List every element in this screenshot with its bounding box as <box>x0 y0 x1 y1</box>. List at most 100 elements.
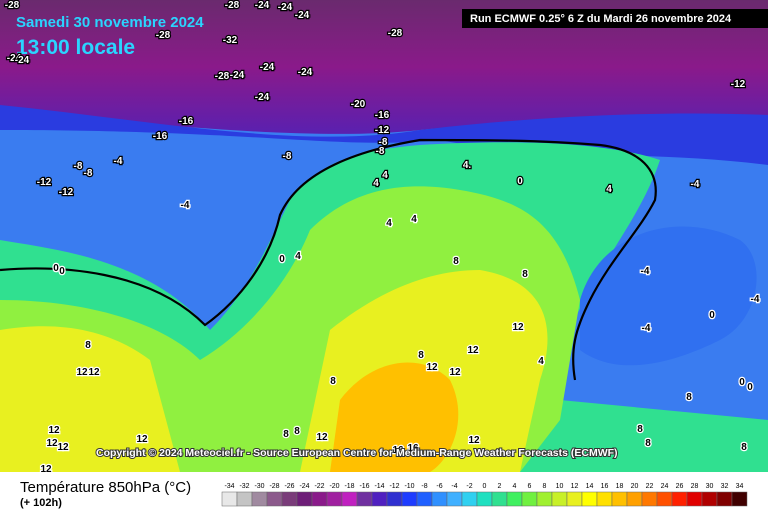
contour-label: -8 <box>74 161 83 172</box>
scale-tick-label: 34 <box>736 483 744 490</box>
contour-label: -24 <box>255 92 270 103</box>
contour-label: -8 <box>283 151 292 162</box>
color-swatch <box>476 491 493 507</box>
scale-tick-label: -6 <box>436 483 442 490</box>
scale-tick-label: -18 <box>344 483 354 490</box>
contour-label: 12 <box>46 438 58 449</box>
contour-label: 8 <box>330 376 336 387</box>
contour-label: 8 <box>85 340 91 351</box>
contour-label: 4 <box>295 251 301 262</box>
scale-tick-label: -20 <box>329 483 339 490</box>
color-swatch <box>566 491 583 507</box>
contour-label: -12 <box>375 125 390 136</box>
scale-tick-label: 8 <box>543 483 547 490</box>
contour-label: -16 <box>153 131 168 142</box>
scale-tick-label: -32 <box>239 483 249 490</box>
contour-label: -12 <box>37 177 52 188</box>
scale-tick-label: -30 <box>254 483 264 490</box>
contour-label: 8 <box>283 429 289 440</box>
color-swatch <box>326 491 343 507</box>
contour-label: -24 <box>15 55 30 66</box>
contour-label: -24 <box>230 70 245 81</box>
color-swatch <box>656 491 673 507</box>
contour-label: 12 <box>468 435 480 446</box>
cold-air-mass <box>0 0 768 134</box>
scale-tick-label: -34 <box>224 483 234 490</box>
contour-label: -24 <box>260 62 275 73</box>
contour-label: -28 <box>156 30 171 41</box>
contour-label: 8 <box>522 269 528 280</box>
contour-label: -28 <box>215 71 230 82</box>
contour-label: -12 <box>731 79 746 90</box>
cold-pool <box>580 226 757 366</box>
scale-tick-label: -22 <box>314 483 324 490</box>
contour-label: 8 <box>294 426 300 437</box>
contour-label: 4 <box>411 214 417 225</box>
color-swatch <box>266 491 283 507</box>
scale-tick-label: 20 <box>631 483 639 490</box>
legend-title: Température 850hPa (°C) <box>20 479 191 496</box>
contour-label: 0 <box>59 266 65 277</box>
color-swatch <box>341 491 358 507</box>
scale-tick-label: 0 <box>483 483 487 490</box>
contour-label: 12 <box>512 322 524 333</box>
contour-label: 0 <box>747 382 753 393</box>
contour-label: -4 <box>642 323 651 334</box>
contour-label: -28 <box>388 28 403 39</box>
scale-tick-label: 16 <box>601 483 609 490</box>
contour-label: 4 <box>386 218 392 229</box>
color-swatch <box>596 491 613 507</box>
color-swatch <box>251 491 268 507</box>
contour-label: -24 <box>278 2 293 13</box>
color-swatch <box>521 491 538 507</box>
color-swatch <box>506 491 523 507</box>
scale-tick-label: 18 <box>616 483 624 490</box>
scale-tick-label: 28 <box>691 483 699 490</box>
contour-label: 8 <box>645 438 651 449</box>
contour-label: -24 <box>298 67 313 78</box>
color-swatch <box>701 491 718 507</box>
contour-label: 4 <box>373 178 379 189</box>
color-swatch <box>281 491 298 507</box>
color-swatch <box>461 491 478 507</box>
color-swatch <box>686 491 703 507</box>
contour-label: -16 <box>179 116 194 127</box>
contour-label: -32 <box>223 35 238 46</box>
contour-label: 16 <box>407 443 419 454</box>
color-swatch <box>416 491 433 507</box>
color-swatch <box>386 491 403 507</box>
contour-label: 4 <box>538 356 544 367</box>
contour-label: -4 <box>751 294 760 305</box>
scale-tick-label: 30 <box>706 483 714 490</box>
copyright: Copyright © 2024 Meteociel.fr - Source E… <box>96 447 618 459</box>
contour-label: 0 <box>53 263 59 274</box>
contour-label: 8 <box>453 256 459 267</box>
scale-tick-label: 6 <box>528 483 532 490</box>
color-swatch <box>641 491 658 507</box>
contour-label: 0 <box>279 254 285 265</box>
contour-label: 12 <box>467 345 479 356</box>
contour-label: 0 <box>739 377 745 388</box>
contour-label: -8 <box>379 137 388 148</box>
color-swatch <box>581 491 598 507</box>
scale-tick-label: 14 <box>586 483 594 490</box>
contour-label: 12 <box>136 434 148 445</box>
color-swatch <box>236 491 253 507</box>
contour-label: -4 <box>641 266 650 277</box>
contour-label: -16 <box>375 110 390 121</box>
contour-label: -24 <box>255 0 270 11</box>
color-swatch <box>671 491 688 507</box>
color-swatch <box>551 491 568 507</box>
color-swatch <box>626 491 643 507</box>
contour-label: 8 <box>686 392 692 403</box>
color-swatch <box>221 491 238 507</box>
contour-labels: -28 -28 -24 -24-24-28 -32-28-24-24-24-28-24-… <box>4 0 762 476</box>
contour-label: 12 <box>426 362 438 373</box>
forecast-date: Samedi 30 novembre 2024 <box>16 14 204 31</box>
scale-tick-label: -4 <box>451 483 457 490</box>
scale-tick-label: 12 <box>571 483 579 490</box>
legend-lead: (+ 102h) <box>20 497 62 509</box>
scale-tick-label: -10 <box>404 483 414 490</box>
scale-tick-label: 10 <box>556 483 564 490</box>
